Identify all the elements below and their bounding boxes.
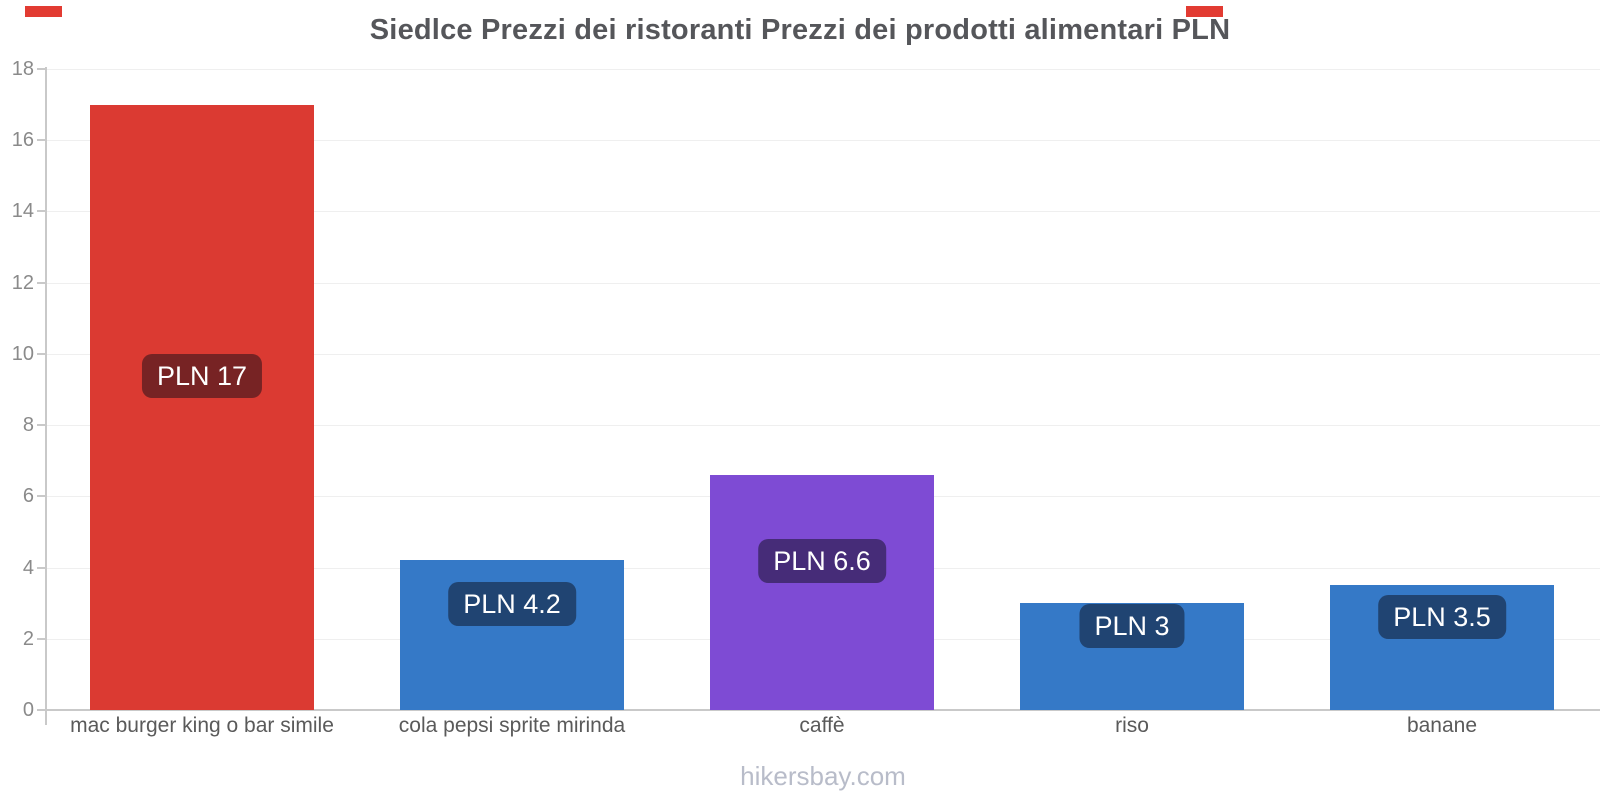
gridline bbox=[47, 211, 1600, 213]
bar-riso bbox=[1020, 603, 1244, 710]
bar-value-label: PLN 6.6 bbox=[758, 539, 886, 584]
y-axis-tick bbox=[37, 352, 46, 355]
chart-title: Siedlce Prezzi dei ristoranti Prezzi dei… bbox=[369, 14, 1231, 46]
bar-value-label: PLN 3.5 bbox=[1378, 594, 1506, 639]
carousel-next-dash-icon[interactable] bbox=[1186, 6, 1223, 17]
bar-cola-pepsi-sprite-mirinda bbox=[400, 560, 624, 710]
category-label: mac burger king o bar simile bbox=[70, 714, 334, 737]
bar-caffè bbox=[710, 474, 934, 710]
y-axis-tick bbox=[37, 709, 46, 711]
carousel-prev-dash-icon[interactable] bbox=[25, 6, 62, 17]
bar-mac-burger-king-o-bar-simile bbox=[90, 104, 314, 710]
y-axis-tick bbox=[37, 210, 46, 213]
y-axis-tick bbox=[37, 424, 46, 427]
y-tick-label: 2 bbox=[22, 627, 34, 650]
category-label: cola pepsi sprite mirinda bbox=[398, 714, 626, 737]
y-tick-label: 18 bbox=[11, 58, 34, 80]
y-axis-tick bbox=[37, 495, 46, 498]
y-axis-tick bbox=[37, 68, 46, 70]
bar-banane bbox=[1330, 585, 1554, 710]
x-axis-line bbox=[46, 709, 1600, 711]
y-axis-tick bbox=[37, 566, 46, 569]
watermark: hikersbay.com bbox=[740, 761, 906, 791]
y-tick-label: 10 bbox=[11, 342, 34, 365]
bar-value-label: PLN 17 bbox=[141, 354, 263, 399]
y-tick-label: 8 bbox=[22, 414, 34, 437]
category-label: caffè bbox=[799, 714, 845, 737]
y-tick-label: 4 bbox=[22, 556, 34, 579]
gridline bbox=[47, 282, 1600, 284]
y-tick-label: 6 bbox=[22, 485, 34, 508]
y-tick-label: 0 bbox=[22, 699, 34, 721]
bar-value-label: PLN 4.2 bbox=[448, 582, 576, 627]
y-tick-label: 12 bbox=[11, 271, 34, 294]
y-tick-label: 16 bbox=[11, 129, 34, 152]
gridline bbox=[47, 425, 1600, 427]
category-label: riso bbox=[1115, 714, 1149, 737]
y-tick-label: 14 bbox=[11, 200, 34, 223]
y-axis-tick bbox=[37, 281, 46, 284]
gridline bbox=[47, 69, 1600, 70]
gridline bbox=[47, 353, 1600, 355]
y-axis-line bbox=[45, 67, 47, 725]
bar-value-label: PLN 3 bbox=[1079, 603, 1185, 648]
category-label: banane bbox=[1406, 714, 1478, 737]
gridline bbox=[47, 140, 1600, 142]
y-axis-tick bbox=[37, 139, 46, 142]
y-axis-tick bbox=[37, 637, 46, 640]
